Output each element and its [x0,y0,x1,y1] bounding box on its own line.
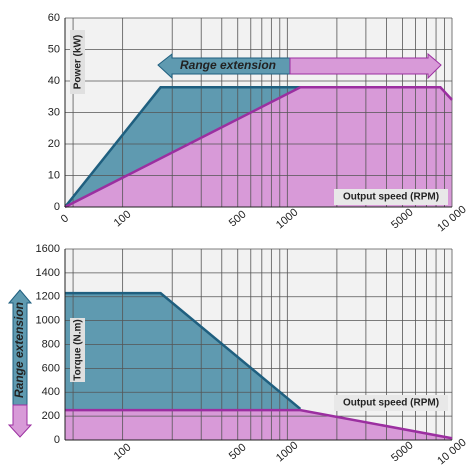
y-tick-label: 0 [54,434,60,446]
line [65,291,302,410]
arrow-right [289,52,442,80]
y-tick-label: 200 [42,410,60,422]
x-axis-label: Output speed (RPM) [343,192,439,203]
label-box [334,395,448,411]
y-axis-label: Power (kW) [73,35,84,89]
area [65,293,301,440]
x-tick-label: 10 000 [435,204,468,235]
x-tick-label: 100 [112,441,134,462]
line [64,86,301,208]
label-box [334,189,448,205]
y-tick-label: 0 [54,201,60,213]
y-tick-label: 10 [48,169,60,181]
label-box [70,30,85,94]
annotation: Range extension [180,58,276,72]
x-tick-label: 5000 [389,439,415,464]
line [64,86,453,209]
x-tick-label: 100 [112,208,134,229]
y-tick-label: 800 [42,338,60,350]
y-tick-label: 20 [48,138,60,150]
line [65,408,453,440]
y-tick-label: 1000 [36,315,60,327]
y-tick-label: 600 [42,362,60,374]
y-axis-label: Torque (N.m) [73,319,84,380]
y-tick-label: 50 [48,43,60,55]
y-tick-label: 400 [42,386,60,398]
annotation: Range extension [12,302,26,398]
y-tick-label: 40 [48,75,60,87]
x-tick-label: 500 [227,208,249,229]
x-tick-label: 500 [227,441,249,462]
area [65,410,452,440]
arrow-down [7,404,33,438]
x-axis-label: Output speed (RPM) [343,398,439,409]
y-tick-label: 1200 [36,291,60,303]
y-tick-label: 1600 [36,243,60,255]
label-box [70,318,85,382]
area [65,87,452,207]
x-tick-label: 10 000 [435,437,468,468]
x-tick-label: 1000 [274,206,300,231]
y-tick-label: 30 [48,106,60,118]
x-tick-label: 0 [59,212,71,225]
y-tick-label: 60 [48,12,60,24]
x-tick-label: 5000 [389,206,415,231]
x-tick-label: 1000 [274,439,300,464]
y-tick-label: 1400 [36,267,60,279]
